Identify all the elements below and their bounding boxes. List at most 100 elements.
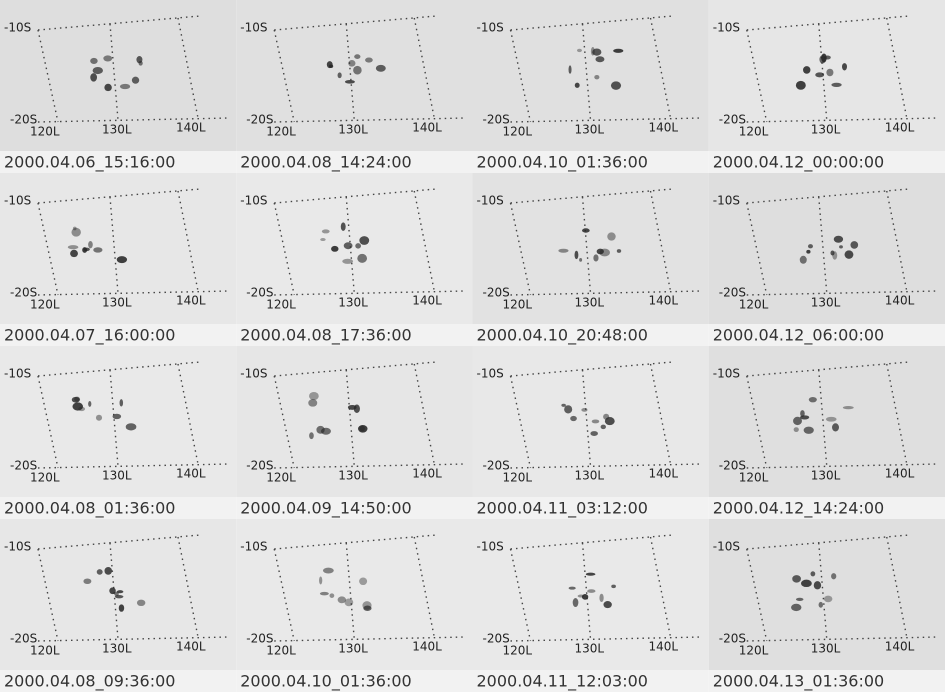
sunspot xyxy=(839,245,843,248)
sunspot xyxy=(824,55,831,59)
sunspot xyxy=(117,256,127,263)
timestamp: 2000.04.07_16:00:00 xyxy=(4,326,175,346)
sunspot xyxy=(593,254,598,261)
lon-label: 130L xyxy=(575,642,605,656)
lon-label: 120L xyxy=(266,298,296,312)
timestamp: 2000.04.08_17:36:00 xyxy=(240,326,411,346)
sunspot xyxy=(362,601,371,610)
sunspot xyxy=(814,581,821,589)
sunspot xyxy=(93,247,102,252)
sunspot xyxy=(329,593,334,598)
lat-label: -10S xyxy=(240,194,267,208)
sunspot xyxy=(96,415,102,421)
sunspot xyxy=(132,77,139,84)
lat-label: -10S xyxy=(477,194,504,208)
sunspot xyxy=(365,57,373,62)
lat-label: -10S xyxy=(713,540,740,554)
timestamp: 2000.04.10_20:48:00 xyxy=(477,326,648,346)
sunspot xyxy=(90,58,97,64)
lat-label: -10S xyxy=(4,540,31,554)
lon-label: 120L xyxy=(266,471,296,485)
lat-label: -10S xyxy=(713,194,740,208)
lon-label: 130L xyxy=(102,123,132,137)
sunspot xyxy=(113,414,122,419)
sunspot xyxy=(842,63,847,70)
sunspot xyxy=(792,575,801,583)
lat-label: -10S xyxy=(4,21,31,35)
lon-label: 130L xyxy=(575,469,605,483)
sunspot xyxy=(611,81,621,89)
lon-label: 140L xyxy=(412,294,442,308)
sunspot xyxy=(803,66,810,74)
sunspot xyxy=(71,228,80,237)
sunspot xyxy=(319,576,322,584)
sunspot xyxy=(126,423,137,430)
sunspot xyxy=(348,60,355,67)
lon-label: 120L xyxy=(266,644,296,658)
panel: -10S-20S120L130L140L2000.04.10_20:48:00 xyxy=(473,173,709,346)
sunspot xyxy=(320,238,326,241)
lon-label: 140L xyxy=(649,121,679,135)
sunspot xyxy=(575,251,579,259)
sunspot xyxy=(597,249,604,255)
sunspot xyxy=(832,423,839,431)
lon-label: 120L xyxy=(30,471,60,485)
timestamp: 2000.04.10_01:36:00 xyxy=(477,153,648,173)
lon-label: 120L xyxy=(739,644,769,658)
lon-label: 120L xyxy=(503,298,533,312)
sunspot xyxy=(819,602,823,608)
sunspot xyxy=(88,241,93,248)
sunspot xyxy=(355,243,361,248)
sunspot xyxy=(804,427,814,434)
sunspot xyxy=(581,408,587,412)
sunspot xyxy=(603,414,609,420)
lon-label: 130L xyxy=(811,642,841,656)
sunspot xyxy=(119,604,124,611)
sunspot xyxy=(316,426,324,434)
sunspot xyxy=(594,75,599,79)
lon-label: 140L xyxy=(885,294,915,308)
sunspot xyxy=(575,83,580,88)
sunspot xyxy=(348,405,357,410)
lon-label: 120L xyxy=(503,644,533,658)
sunspot xyxy=(83,578,91,584)
sunspot xyxy=(309,432,314,439)
sunspot xyxy=(579,258,582,262)
sunspot xyxy=(586,573,596,576)
lon-label: 130L xyxy=(338,469,368,483)
sunspot xyxy=(70,250,78,257)
timestamp: 2000.04.08_01:36:00 xyxy=(4,499,175,519)
panel: -10S-20S120L130L140L2000.04.10_01:36:00 xyxy=(473,0,709,173)
sunspot xyxy=(590,431,598,436)
sunspot xyxy=(845,250,854,258)
sunspot xyxy=(573,598,579,607)
lon-label: 130L xyxy=(102,469,132,483)
sunspot xyxy=(344,242,353,249)
lon-label: 130L xyxy=(102,296,132,310)
sunspot xyxy=(791,604,801,611)
sunspot xyxy=(831,83,841,87)
lat-label: -10S xyxy=(4,194,31,208)
sunspot xyxy=(800,415,809,419)
lon-label: 140L xyxy=(412,467,442,481)
sunspot xyxy=(82,247,87,253)
panel: -10S-20S120L130L140L2000.04.11_03:12:00 xyxy=(473,346,709,519)
lon-label: 140L xyxy=(649,294,679,308)
lon-label: 120L xyxy=(503,125,533,139)
sunspot xyxy=(338,596,346,603)
sunspot xyxy=(88,401,91,407)
sunspot xyxy=(611,585,616,588)
lon-label: 140L xyxy=(412,121,442,135)
sunspot xyxy=(74,397,80,402)
sunspot xyxy=(591,47,595,56)
sunspot xyxy=(603,601,611,608)
sunspot xyxy=(617,249,621,253)
lon-label: 130L xyxy=(338,123,368,137)
lat-label: -10S xyxy=(240,540,267,554)
sunspot xyxy=(359,236,369,245)
sunspot xyxy=(561,404,566,407)
